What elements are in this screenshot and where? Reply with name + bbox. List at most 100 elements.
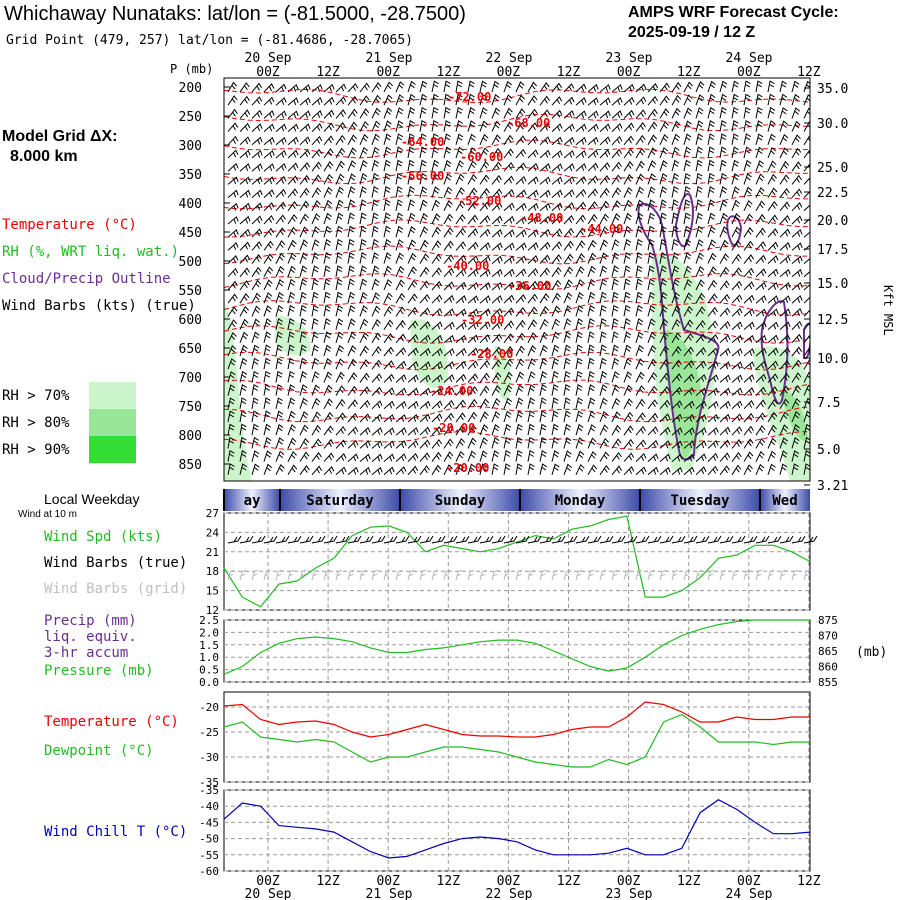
bottom-time-tick-label: 00Z [497, 874, 521, 889]
wind-barb [275, 304, 284, 317]
surface-wind-barb-grid [671, 569, 679, 581]
wind-barb [491, 268, 503, 278]
wind-barb [299, 437, 310, 449]
wind-barb [335, 252, 343, 264]
wind-barb [623, 304, 631, 317]
wind-barb [767, 373, 779, 383]
wind-barb [263, 344, 271, 357]
wind-barb [383, 400, 395, 410]
surface-wind-barb [299, 535, 314, 544]
wind-barb [803, 177, 810, 185]
top-date-label: 22 Sep [486, 51, 533, 66]
wind-barb [539, 149, 551, 159]
wind-barb [515, 294, 527, 304]
wind-barb [371, 199, 379, 211]
wind-barb [671, 440, 683, 449]
wind-barb [647, 199, 656, 211]
wind-barb [287, 239, 297, 251]
surface-wind-barb [275, 535, 290, 544]
wind-barb [419, 413, 431, 423]
wind-barb [671, 199, 679, 211]
top-time-tick-label: 00Z [497, 65, 521, 80]
wind-barb [335, 466, 347, 476]
wind-barb [227, 436, 235, 449]
wind-barb [491, 134, 501, 146]
wind-barb [263, 357, 271, 370]
wind-barb [443, 361, 455, 370]
wind-barb [311, 84, 323, 93]
wind-barb [371, 359, 382, 370]
wind-barb [743, 438, 754, 449]
wind-barb [743, 387, 755, 396]
wind-barb [683, 332, 694, 344]
wind-barb [491, 397, 501, 410]
wind-barb [623, 411, 634, 423]
wind-barb [227, 176, 239, 185]
wind-barb [395, 319, 406, 330]
weekday-label: Tuesday [670, 493, 730, 509]
wind-barb [635, 466, 647, 476]
wind-barb [491, 202, 503, 212]
wind-barb [611, 265, 619, 277]
temperature-contour-label: -32.00 [461, 313, 504, 327]
wind-barb [659, 95, 670, 106]
wind-barb [323, 452, 335, 462]
wind-barb [491, 450, 500, 462]
wind-barb [251, 305, 261, 317]
legend-3hr-accum: 3-hr accum [44, 645, 129, 661]
wind-barb [695, 347, 707, 357]
wind-barb [443, 451, 454, 462]
wind-barb [527, 135, 539, 146]
wind-barb [431, 321, 443, 330]
wind-barb [599, 370, 608, 383]
wind-barb [671, 94, 682, 106]
wind-barb [251, 384, 259, 396]
wind-barb [359, 238, 367, 251]
wind-barb [551, 254, 562, 264]
wind-barb [659, 372, 670, 383]
wind-barb [455, 80, 463, 93]
wind-barb [623, 173, 634, 185]
wind-barb [275, 175, 287, 185]
wind-barb [455, 386, 467, 396]
wind-barb [347, 331, 357, 343]
wind-barb [491, 307, 503, 317]
wind-barb [707, 252, 717, 264]
wind-barb [695, 199, 703, 211]
wind-barb [479, 359, 491, 370]
wind-barb [647, 304, 656, 317]
wind-barb [719, 80, 728, 93]
wind-barb [407, 106, 416, 119]
wind-barb [347, 426, 359, 436]
wind-barb [635, 199, 644, 211]
wind-barb [731, 146, 739, 159]
wind-barb [575, 253, 585, 264]
wind-barb [767, 308, 779, 317]
wind-barb [767, 93, 775, 106]
wind-barb [503, 410, 512, 423]
wind-barb [659, 413, 671, 423]
wind-barb [743, 334, 755, 344]
wind-barb [539, 109, 551, 119]
wind-barb [323, 135, 334, 146]
wind-barb [359, 318, 369, 330]
temperature-contour-label: -20.00 [446, 461, 489, 475]
wind-barb [419, 293, 431, 304]
wind-barb [371, 146, 380, 159]
wind-barb [479, 228, 491, 238]
wind-barb [227, 450, 235, 462]
surface-wind-barb [695, 535, 710, 544]
wind-barb [731, 294, 743, 304]
wind-barb [791, 333, 803, 344]
wind-barb [395, 159, 403, 172]
surface-wind-barb [287, 535, 302, 544]
wind-barb [647, 453, 659, 462]
isotherm-line [224, 166, 810, 185]
wind-barb [599, 162, 611, 172]
wind-barb [599, 213, 609, 225]
wind-barb [335, 160, 345, 172]
wind-barb [743, 361, 755, 370]
wind-barb [311, 384, 321, 396]
wind-barb [287, 437, 297, 449]
wind-barb [671, 81, 682, 93]
